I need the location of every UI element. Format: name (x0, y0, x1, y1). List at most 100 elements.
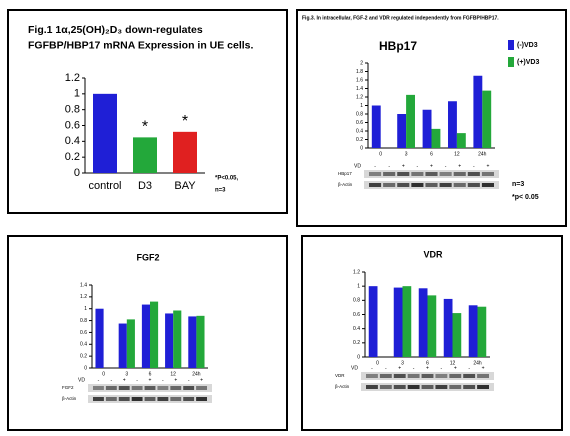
y-tick-label: 1.2 (356, 94, 363, 100)
blot-band (196, 397, 207, 401)
blot-band (468, 172, 480, 176)
blot-band (369, 172, 381, 176)
blot-band (170, 386, 181, 390)
treatment-sign: - (388, 163, 390, 169)
treatment-sign: - (441, 365, 443, 371)
y-tick-label: 0 (84, 365, 87, 371)
blot-band (440, 183, 452, 187)
y-tick-label: 0.2 (65, 151, 80, 163)
blot-band (119, 397, 130, 401)
y-tick-label: 0 (357, 354, 360, 360)
bar (473, 76, 482, 148)
blot-band (454, 183, 466, 187)
treatment-sign: - (374, 163, 376, 169)
blot-band (369, 183, 381, 187)
y-tick-label: 1.2 (65, 72, 80, 84)
treatment-sign: + (482, 365, 485, 371)
blot-band (93, 386, 104, 390)
bar (428, 295, 437, 357)
bar (406, 95, 415, 148)
treatment-sign: - (188, 377, 190, 383)
x-tick-label: 0 (379, 151, 382, 157)
y-tick-label: 0.8 (353, 298, 360, 304)
treatment-sign: - (136, 377, 138, 383)
blot-label: β-Actin (62, 396, 77, 401)
legend-label: (-)VD3 (517, 42, 538, 49)
bar (478, 307, 487, 357)
bar (165, 313, 173, 368)
blot-band (132, 386, 143, 390)
blot-band (196, 386, 207, 390)
y-tick-label: 0.6 (80, 330, 87, 336)
blot-band (394, 374, 406, 378)
blot-band (145, 397, 156, 401)
blot-band (157, 386, 168, 390)
x-tick-label: 3 (401, 360, 404, 366)
bar (453, 313, 462, 357)
blot-band (366, 385, 378, 389)
treatment-label: VD (354, 163, 361, 169)
y-tick-label: 0.6 (356, 120, 363, 126)
bar (423, 110, 432, 148)
y-tick-label: 0.4 (356, 128, 363, 134)
bar (142, 305, 150, 368)
x-tick-label: 24h (473, 360, 482, 366)
y-tick-label: 1 (74, 88, 80, 100)
treatment-sign: - (371, 365, 373, 371)
x-tick-label: 0 (102, 371, 105, 377)
blot-band (440, 172, 452, 176)
bar (457, 133, 466, 148)
blot-band (157, 397, 168, 401)
treatment-sign: - (445, 163, 447, 169)
blot-band (119, 386, 130, 390)
y-tick-label: 0.8 (356, 111, 363, 117)
bar (432, 129, 441, 148)
treatment-sign: - (417, 163, 419, 169)
blot-band (449, 374, 461, 378)
blot-band (397, 172, 409, 176)
x-tick-label: D3 (138, 180, 152, 192)
y-tick-label: 0 (74, 167, 80, 179)
y-tick-label: 0.2 (80, 353, 87, 359)
bar (444, 299, 453, 357)
bar (403, 286, 412, 357)
blot-band (477, 385, 489, 389)
treatment-sign: + (454, 365, 457, 371)
note: *P<0.05, (215, 176, 239, 182)
y-tick-label: 1.8 (356, 69, 363, 75)
x-tick-label: 3 (405, 151, 408, 157)
bar (397, 114, 406, 148)
caption: Fig.3. In intracellular, FGF-2 and VDR r… (302, 15, 499, 21)
bar (188, 316, 196, 368)
chart-title: VDR (423, 249, 443, 259)
treatment-sign: + (430, 163, 433, 169)
blot-band (170, 397, 181, 401)
y-tick-label: 1.2 (80, 294, 87, 300)
bar (448, 101, 457, 148)
note: *p< 0.05 (512, 194, 539, 201)
treatment-sign: + (200, 377, 203, 383)
bar (150, 302, 158, 368)
bar (469, 305, 478, 357)
x-tick-label: 3 (125, 371, 128, 377)
treatment-sign: - (162, 377, 164, 383)
blot-band (482, 183, 494, 187)
blot-band (463, 374, 475, 378)
blot-band (93, 397, 104, 401)
x-tick-label: control (88, 180, 121, 192)
y-tick-label: 0.6 (65, 119, 80, 131)
blot-label: β-Actin (335, 384, 350, 389)
significance-marker: * (142, 119, 148, 136)
y-tick-label: 0.4 (353, 326, 360, 332)
blot-band (183, 397, 194, 401)
blot-band (411, 183, 423, 187)
blot-band (435, 374, 447, 378)
legend-label: (+)VD3 (517, 59, 539, 66)
y-tick-label: 1 (84, 306, 87, 312)
blot-band (468, 183, 480, 187)
blot-band (366, 374, 378, 378)
blot-band (145, 386, 156, 390)
treatment-sign: + (398, 365, 401, 371)
bar (95, 309, 103, 368)
y-tick-label: 0.2 (353, 340, 360, 346)
